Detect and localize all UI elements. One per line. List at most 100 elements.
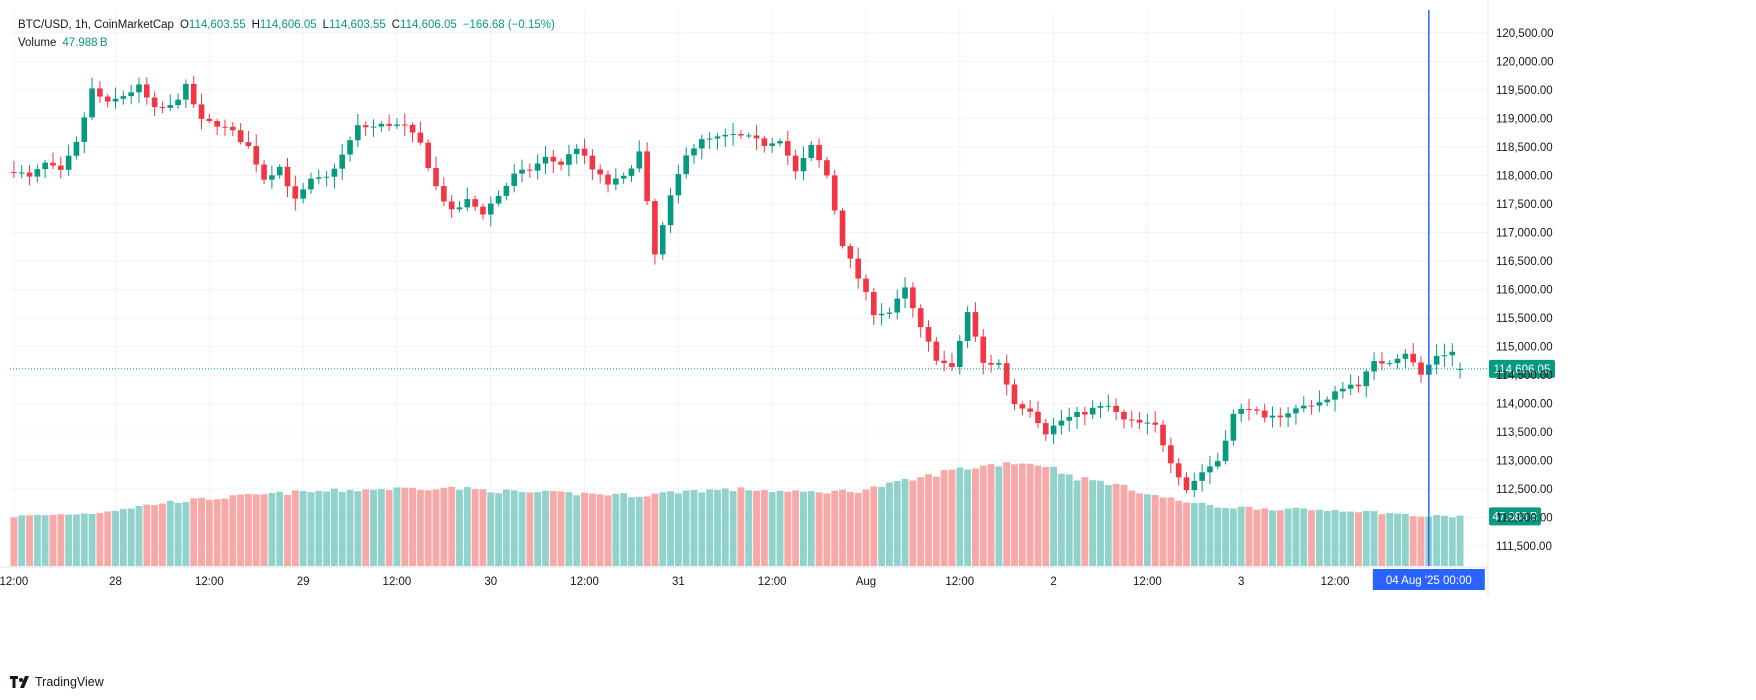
volume-bar (596, 494, 604, 566)
volume-bar (1394, 513, 1401, 566)
candle-body (1175, 463, 1182, 478)
volume-bar (792, 490, 800, 566)
candle-body (308, 178, 314, 190)
candle-body (1246, 408, 1252, 410)
candle-body (409, 124, 416, 133)
volume-bar (643, 496, 651, 566)
volume-bar (1355, 512, 1362, 566)
volume-bar (753, 490, 760, 566)
volume-bar (299, 491, 307, 566)
time-tick-label: 12:00 (1133, 576, 1162, 588)
volume-bar (1245, 506, 1253, 566)
time-axis[interactable]: 12:00 28 12:00 29 12:00 30 12:00 31 12:00 Aug 12:0… (0, 576, 1349, 588)
price-tick-label: 115,000.00 (1496, 341, 1553, 353)
candle-body (855, 258, 861, 279)
candle-body (706, 138, 713, 140)
volume-bar (112, 510, 119, 566)
candle-body (81, 117, 88, 142)
volume-bar (925, 474, 932, 566)
volume-bar (893, 480, 901, 566)
volume-bar (463, 487, 471, 566)
volume-bar (1401, 514, 1409, 566)
candle-body (1230, 413, 1237, 441)
volume-bar (370, 489, 377, 566)
candle-body (1035, 411, 1041, 424)
candle-body (18, 172, 25, 174)
candle-body (229, 126, 236, 131)
volume-bar (424, 490, 432, 566)
candle-body (1066, 416, 1073, 421)
candle-body (1027, 408, 1033, 412)
volume-bar (229, 495, 237, 566)
volume-bar (714, 489, 721, 566)
volume-bar (995, 466, 1003, 566)
volume-bar (1323, 511, 1331, 566)
candle-body (636, 151, 643, 169)
time-tick-label: 3 (1238, 576, 1244, 588)
tradingview-brand[interactable]: TradingView (10, 675, 104, 689)
candle-body (831, 175, 838, 211)
volume-bar (346, 489, 354, 566)
volume-bar (409, 487, 417, 566)
candle-body (558, 161, 564, 165)
candle-body (276, 166, 283, 176)
candle-body (1269, 415, 1276, 418)
candle-body (1457, 368, 1463, 370)
price-tick-label: 114,500.00 (1496, 370, 1553, 382)
candle-body (1168, 445, 1174, 464)
candle-body (683, 155, 690, 175)
volume-bar (909, 480, 917, 566)
volume-bar (1253, 509, 1261, 566)
volume-bar (573, 495, 581, 566)
candle-body (816, 144, 822, 161)
candle-body (1121, 411, 1127, 420)
candle-body (503, 185, 510, 196)
volume-bar (940, 470, 948, 566)
volume-bar (1050, 466, 1058, 566)
volume-bar (518, 492, 526, 566)
candle-body (894, 298, 901, 313)
candle-body (949, 363, 955, 367)
candle-body (34, 169, 41, 177)
volume-bar (268, 493, 276, 566)
candle-body (839, 210, 846, 247)
volume-bar (119, 508, 127, 566)
volume-bar (1026, 463, 1034, 566)
candle-body (1042, 423, 1049, 435)
candle-body (1199, 472, 1205, 481)
volume-bar (1292, 507, 1300, 566)
volume-bar (362, 489, 370, 566)
volume-label[interactable]: Volume (18, 37, 57, 49)
candle-body (870, 292, 877, 316)
candle-body (198, 104, 205, 119)
volume-bar (1167, 497, 1175, 566)
candle-body (738, 134, 744, 136)
volume-bar (588, 493, 596, 566)
volume-bar (158, 503, 166, 566)
volume-bar (706, 489, 714, 566)
volume-bar (1237, 506, 1245, 566)
candle-body (659, 225, 666, 255)
price-tick-label: 113,500.00 (1496, 427, 1553, 439)
volume-tag (1489, 507, 1541, 526)
candlesticks (11, 75, 1463, 498)
candle-body (1050, 425, 1057, 435)
volume-bar (487, 492, 495, 566)
volume-bar (932, 476, 940, 566)
candle-body (269, 175, 275, 180)
volume-bar (956, 467, 964, 566)
price-tick-label: 117,000.00 (1496, 227, 1553, 239)
candle-body (151, 97, 158, 108)
volume-bar (1409, 516, 1417, 566)
candle-body (480, 206, 486, 215)
price-axis[interactable]: 111,500.00 112,000.00 112,500.00 113,000.00… (1496, 28, 1554, 553)
volume-bar (1261, 508, 1269, 566)
volume-bar (73, 514, 80, 566)
chart-legend: BTC/USD, 1h, CoinMarketCap O114,603.55 H… (18, 16, 555, 52)
time-tick-label: 2 (1050, 576, 1056, 588)
volume-bar (1214, 507, 1222, 566)
volume-bar (104, 511, 112, 566)
symbol-line[interactable]: BTC/USD, 1h, CoinMarketCap (18, 19, 174, 31)
volume-bar (1073, 480, 1081, 566)
